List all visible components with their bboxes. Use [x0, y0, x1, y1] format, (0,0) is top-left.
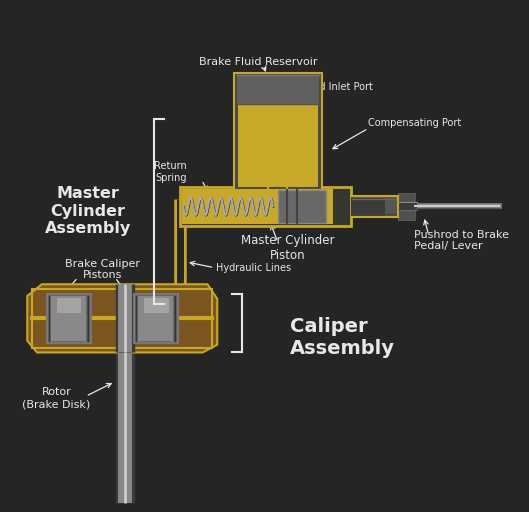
Bar	[351, 196, 397, 217]
Bar	[52, 296, 86, 341]
Text: Compensating Port: Compensating Port	[368, 118, 461, 129]
Bar	[32, 289, 213, 348]
Text: Return
Spring: Return Spring	[154, 161, 187, 183]
Bar	[238, 105, 317, 187]
Text: Brake Fluid Reservoir: Brake Fluid Reservoir	[199, 57, 317, 67]
Bar	[397, 193, 415, 220]
Bar	[47, 294, 90, 343]
Bar	[180, 187, 351, 226]
Bar	[268, 187, 287, 190]
Text: Hydraulic Lines: Hydraulic Lines	[216, 263, 291, 273]
Bar	[57, 298, 81, 313]
Bar	[182, 189, 333, 224]
Text: Brake Caliper
Pistons: Brake Caliper Pistons	[65, 259, 140, 281]
Bar	[237, 75, 318, 104]
Text: Master
Cylinder
Assembly: Master Cylinder Assembly	[44, 186, 131, 236]
Text: Rotor
(Brake Disk): Rotor (Brake Disk)	[22, 388, 90, 409]
Bar	[234, 73, 322, 190]
Text: Pushrod to Brake
Pedal/ Lever: Pushrod to Brake Pedal/ Lever	[414, 229, 509, 251]
Text: Master Cylinder
Piston: Master Cylinder Piston	[241, 234, 334, 262]
Bar	[144, 298, 169, 313]
Text: Caliper
Assembly: Caliper Assembly	[290, 317, 395, 358]
Polygon shape	[28, 284, 217, 352]
Text: Fluid Inlet Port: Fluid Inlet Port	[302, 82, 373, 93]
Bar	[134, 294, 178, 343]
Bar	[176, 339, 185, 348]
Bar	[397, 202, 417, 210]
Bar	[118, 284, 132, 352]
Bar	[139, 296, 174, 341]
Bar	[385, 196, 397, 217]
Bar	[278, 190, 326, 223]
